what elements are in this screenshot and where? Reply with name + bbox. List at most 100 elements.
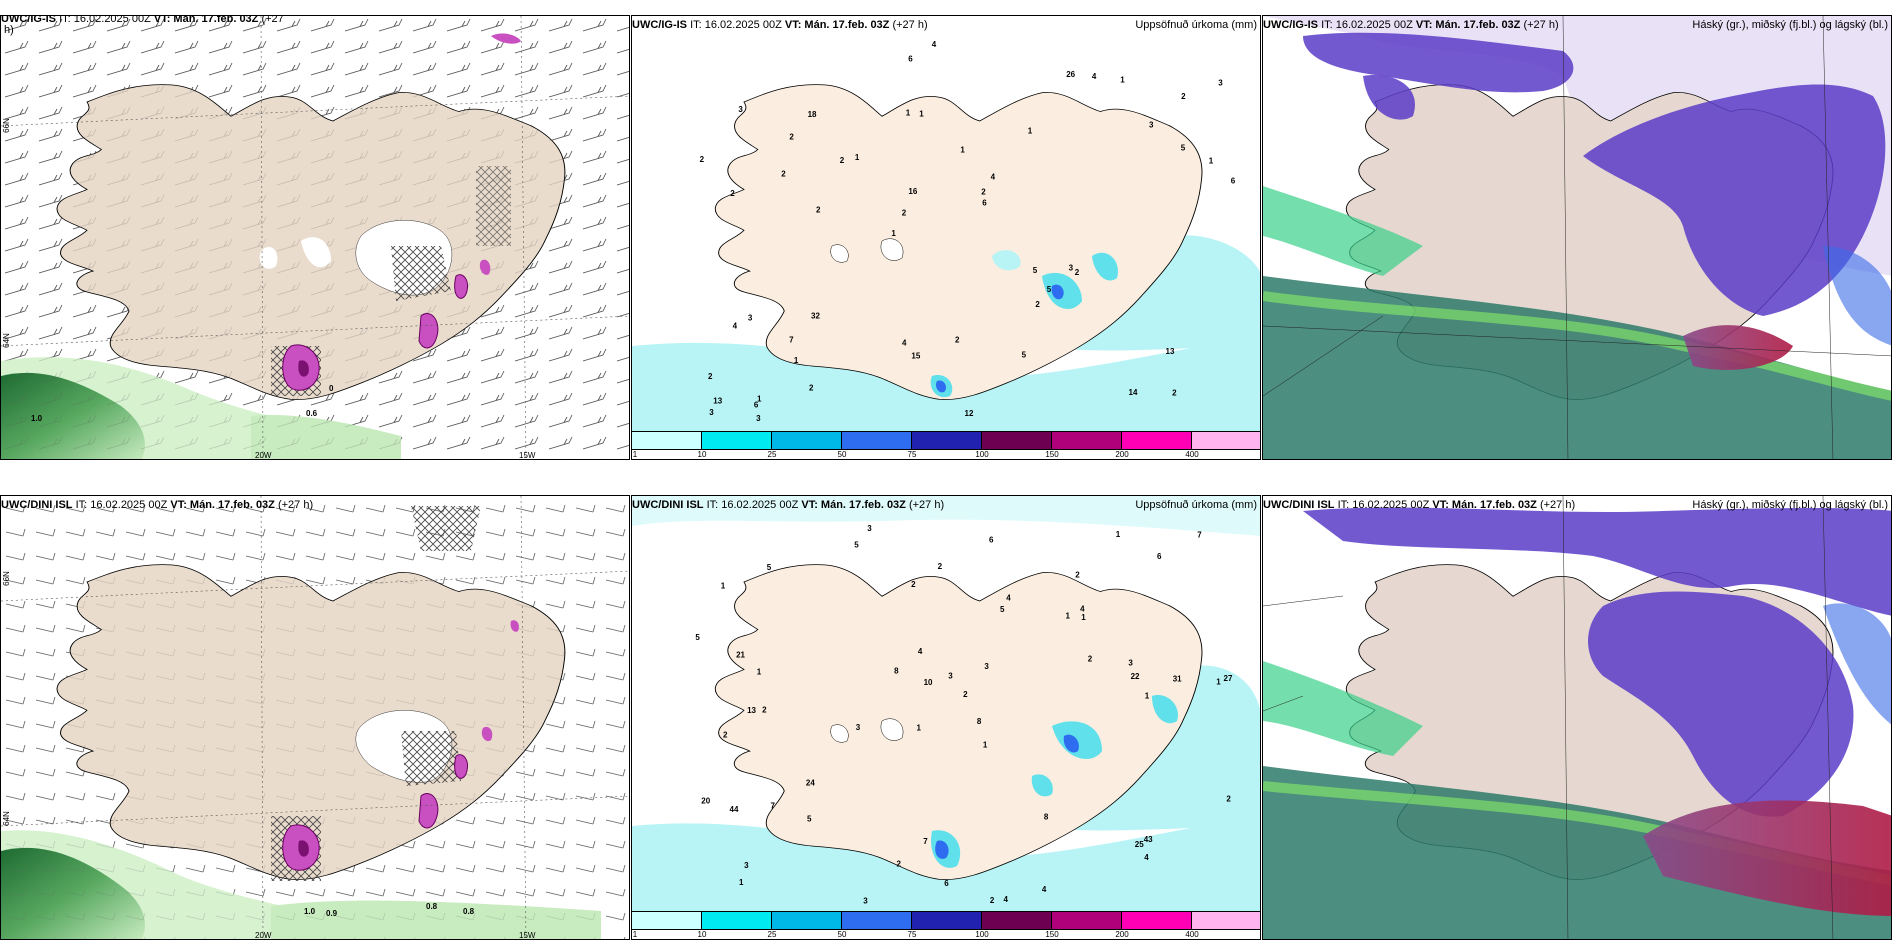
precip-value: 6 [1231, 177, 1236, 186]
panel-ig-is-wind: 0.6 1.0 0 UWC/IG-IS IT: 16.02.2025 00Z V… [0, 15, 630, 460]
precip-value: 27 [1224, 674, 1233, 683]
precip-value: 1 [983, 741, 988, 750]
precip-value: 2 [809, 383, 814, 392]
model-name: UWC/DINI ISL [1263, 499, 1335, 511]
wind-value: 0.6 [306, 409, 318, 418]
colorbar-swatch [772, 432, 842, 449]
precip-value: 2 [730, 189, 735, 198]
precip-value: 4 [1004, 895, 1009, 904]
precip-value: 1 [917, 723, 922, 732]
init-time: IT: 16.02.2025 00Z [1321, 19, 1413, 31]
precip-value: 4 [918, 647, 923, 656]
colorbar-boxes [632, 911, 1260, 930]
lon-label: 20W [255, 931, 272, 940]
wind-value: 0.9 [326, 909, 338, 918]
panel-header: UWC/DINI ISL IT: 16.02.2025 00Z VT: Mán.… [1, 499, 313, 511]
precip-value: 14 [1129, 388, 1138, 397]
precip-value: 6 [908, 54, 913, 63]
valid-label: VT: [1432, 499, 1449, 511]
wind-map: 0.8 0.8 1.0 0.9 [1, 496, 629, 939]
precip-value: 1 [855, 153, 860, 162]
precip-value: 1 [1116, 530, 1121, 539]
panel-header: UWC/IG-IS IT: 16.02.2025 00Z VT: Mán. 17… [1263, 19, 1559, 31]
valid-time: Mán. 17.feb. 03Z [1435, 19, 1521, 31]
colorbar-swatch [912, 432, 982, 449]
precip-value: 2 [990, 896, 995, 905]
precip-value: 2 [840, 156, 845, 165]
precip-value: 2 [1035, 300, 1040, 309]
valid-label: VT: [784, 19, 802, 31]
precip-value: 15 [911, 352, 920, 361]
valid-label: VT: [1415, 19, 1433, 31]
lat-label: 66N [1, 118, 11, 133]
precip-value: 2 [816, 206, 821, 215]
valid-time: Mán. 17.feb. 03Z [804, 19, 890, 31]
precip-value: 13 [747, 706, 756, 715]
lead-time: (+27 h) [908, 499, 945, 511]
precip-value: 3 [748, 314, 753, 323]
precip-value: 2 [1088, 654, 1093, 663]
precip-colorbar: 1 10 25 50 75 100 150 200 400 [632, 431, 1260, 459]
colorbar-swatch [982, 432, 1052, 449]
panel-header: UWC/DINI ISL IT: 16.02.2025 00Z VT: Mán.… [1263, 499, 1575, 511]
colorbar-tick-label: 50 [837, 450, 847, 459]
colorbar-tick-label: 75 [907, 450, 917, 459]
valid-label: VT: [801, 499, 818, 511]
colorbar-swatch [1192, 432, 1260, 449]
colorbar-swatch [632, 912, 702, 929]
precip-value: 6 [944, 879, 949, 888]
colorbar-swatch [842, 912, 912, 929]
precip-value: 2 [1172, 389, 1177, 398]
precip-value: 5 [1033, 266, 1038, 275]
precip-value: 2 [1075, 570, 1080, 579]
model-name: UWC/IG-IS [632, 19, 687, 31]
panel-ig-is-clouds: UWC/IG-IS IT: 16.02.2025 00Z VT: Mán. 17… [1262, 15, 1892, 460]
precip-value: 24 [806, 778, 815, 787]
precip-value: 2 [781, 170, 786, 179]
colorbar-swatch [1052, 432, 1122, 449]
precip-value: 16 [908, 187, 917, 196]
init-time: IT: 16.02.2025 00Z [1337, 499, 1430, 511]
precip-value: 1 [891, 229, 896, 238]
precip-value: 1 [1216, 678, 1221, 687]
precip-value: 6 [989, 536, 994, 545]
precip-value: 4 [902, 339, 907, 348]
colorbar-tick-label: 25 [767, 930, 777, 939]
precip-value: 7 [1197, 531, 1202, 540]
precip-value: 2 [1226, 794, 1231, 803]
colorbar-ticks: 1 10 25 50 75 100 150 200 400 [632, 450, 1260, 459]
precip-value: 1 [1066, 612, 1071, 621]
precip-value: 2 [938, 562, 943, 571]
colorbar-ticks: 1 10 25 50 75 100 150 200 400 [632, 930, 1260, 939]
colorbar-swatch [1122, 912, 1192, 929]
init-time: IT: 16.02.2025 00Z [59, 15, 151, 25]
precip-value: 6 [982, 198, 987, 207]
lead-time: (+27 h) [277, 499, 314, 511]
valid-time: Mán. 17.feb. 03Z [189, 499, 275, 511]
precip-value: 10 [924, 678, 933, 687]
precip-value: 18 [808, 110, 817, 119]
lat-label: 64N [1, 811, 11, 826]
precip-colorbar: 1 10 25 50 75 100 150 200 400 [632, 911, 1260, 939]
precip-value: 2 [708, 372, 713, 381]
wind-map: 0.6 1.0 0 [1, 16, 629, 459]
precip-value: 20 [701, 796, 710, 805]
precip-value: 1 [721, 581, 726, 590]
precip-value: 6 [754, 400, 759, 409]
panel-dini-precip: 3 2 1 1 1 2 1 1 2 5 2 1 5 3 2 4 7 1 2 24 1 13 27 31 20 21 10 22 43 44… [631, 495, 1261, 940]
panel-right-title: Uppsöfnuð úrkoma (mm) [1135, 499, 1257, 511]
precip-value: 4 [932, 40, 937, 49]
precip-value: 5 [1047, 285, 1052, 294]
valid-time: Mán. 17.feb. 03Z [173, 15, 259, 25]
wind-value: 1.0 [304, 907, 316, 916]
colorbar-tick-label: 75 [907, 930, 917, 939]
precip-value: 5 [807, 814, 812, 823]
lat-label: 66N [1, 571, 11, 586]
precip-value: 3 [1218, 79, 1223, 88]
colorbar-swatch [912, 912, 982, 929]
precip-value: 2 [897, 860, 902, 869]
precip-value: 7 [923, 837, 928, 846]
wind-value: 0 [329, 384, 334, 393]
colorbar-swatch [702, 432, 772, 449]
precip-value: 13 [1166, 347, 1175, 356]
